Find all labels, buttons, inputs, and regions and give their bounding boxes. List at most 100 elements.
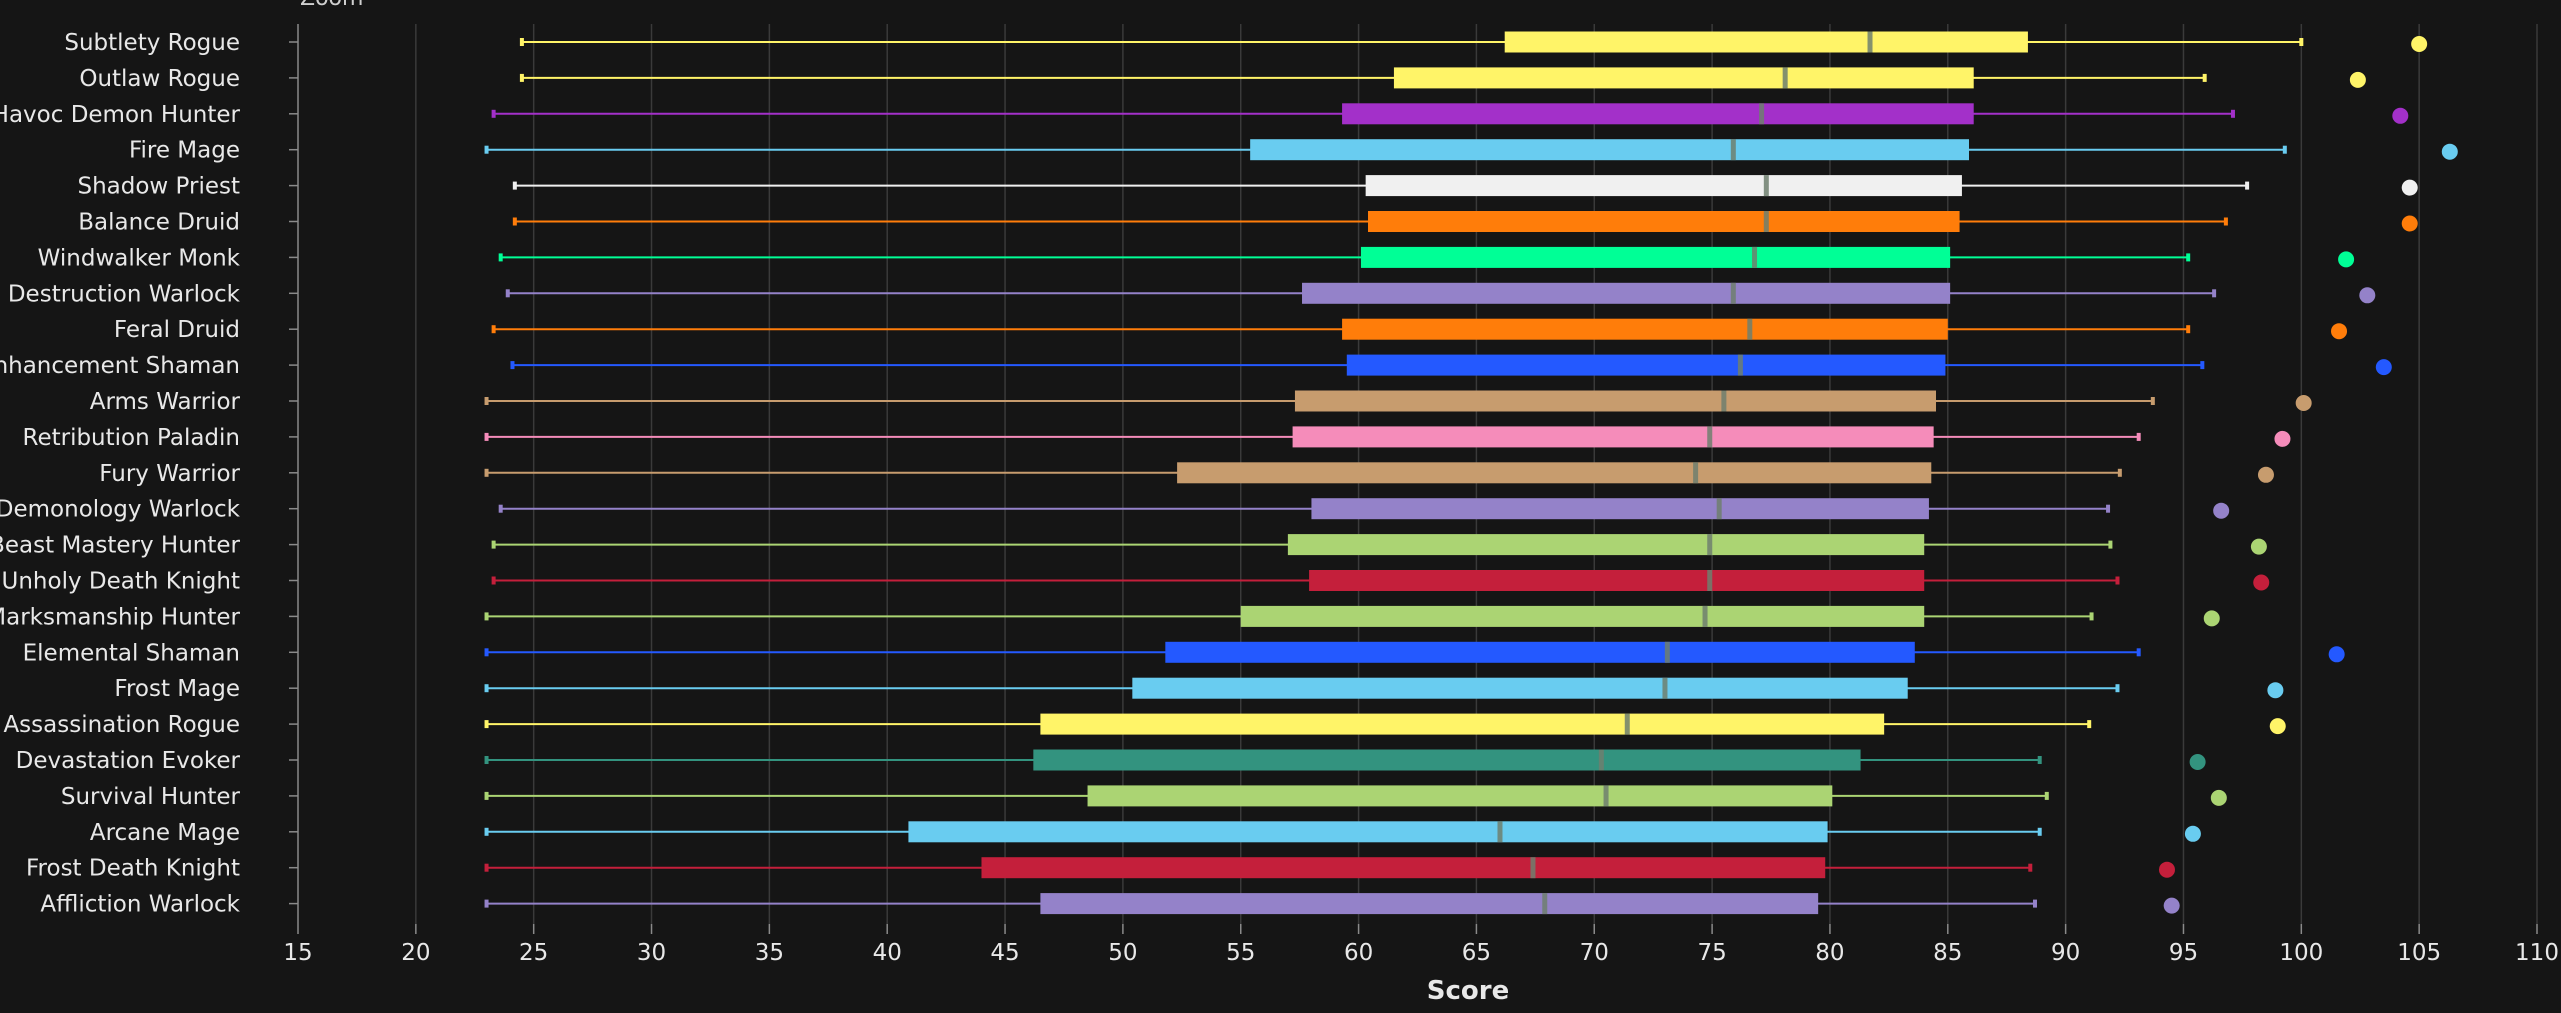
whisker-min-cap xyxy=(484,756,489,764)
outlier-point xyxy=(2411,36,2428,52)
whisker-max-cap xyxy=(2223,217,2228,226)
iqr-box xyxy=(1393,67,1974,89)
whisker-max-cap xyxy=(2037,756,2042,764)
x-tick-label: 40 xyxy=(873,940,902,966)
iqr-box xyxy=(1365,175,1962,197)
y-axis-label: Devastation Evoker xyxy=(16,748,241,774)
x-tick-label: 100 xyxy=(2279,940,2323,966)
y-axis-label: Retribution Paladin xyxy=(23,425,241,451)
whisker-min-cap xyxy=(498,253,503,262)
box-plot-row xyxy=(512,175,2418,197)
x-axis: 15 20 25 30 35 40 45 50 55 60 65 70 75 80 85 90 95 100 105… xyxy=(283,24,2559,966)
outlier-point xyxy=(2213,502,2230,519)
iqr-box xyxy=(1132,677,1908,699)
whisker-min-cap xyxy=(484,827,489,836)
iqr-box xyxy=(1287,534,1925,556)
x-tick-label: 30 xyxy=(637,940,666,966)
median-marker xyxy=(1707,534,1713,556)
whisker-min-cap xyxy=(491,325,496,334)
y-axis-label: Arcane Mage xyxy=(90,820,240,846)
x-tick-label: 95 xyxy=(2169,940,2198,966)
outlier-point xyxy=(2257,466,2274,483)
y-axis-labels: Subtlety Rogue Outlaw Rogue Havoc Demon Hu… xyxy=(0,30,298,918)
iqr-box xyxy=(1087,785,1833,807)
median-marker xyxy=(1664,641,1670,663)
outlier-point xyxy=(2184,825,2201,842)
outlier-point xyxy=(2359,287,2376,304)
y-axis-label: Fire Mage xyxy=(129,138,240,164)
whisker-max-cap xyxy=(2044,791,2049,800)
median-marker xyxy=(1759,103,1765,125)
whisker-max-cap xyxy=(2186,253,2191,262)
whisker-max-cap xyxy=(2136,432,2141,441)
whisker-max-cap xyxy=(2115,576,2120,585)
x-tick-label: 35 xyxy=(755,940,784,966)
whisker-min-cap xyxy=(512,181,517,190)
iqr-box xyxy=(1240,605,1925,627)
box-plot-row xyxy=(484,390,2312,412)
y-axis-label: Frost Death Knight xyxy=(26,856,240,882)
iqr-box xyxy=(1177,462,1932,484)
whisker-max-cap xyxy=(2106,504,2111,513)
box-plot-row xyxy=(498,498,2230,520)
box-plot-row xyxy=(484,641,2345,663)
box-plot-row xyxy=(484,462,2274,484)
iqr-box xyxy=(1368,211,1960,232)
whisker-min-cap xyxy=(519,73,524,82)
zoom-label[interactable]: Zoom xyxy=(300,0,363,11)
whisker-min-cap xyxy=(484,791,489,800)
median-marker xyxy=(1530,857,1536,879)
box-plot-row xyxy=(510,354,2392,376)
y-axis-label: Marksmanship Hunter xyxy=(0,604,241,630)
y-axis-label: Enhancement Shaman xyxy=(0,353,240,379)
outlier-point xyxy=(2163,897,2180,914)
outlier-point xyxy=(2189,754,2206,770)
x-tick-label: 55 xyxy=(1226,940,1255,966)
outlier-point xyxy=(2331,323,2348,340)
whisker-max-cap xyxy=(2032,899,2037,908)
y-axis-label: Havoc Demon Hunter xyxy=(0,102,241,128)
x-tick-label: 105 xyxy=(2397,940,2441,966)
iqr-box xyxy=(1292,426,1934,448)
whisker-max-cap xyxy=(2136,648,2141,657)
y-axis-label: Outlaw Rogue xyxy=(79,66,240,92)
box-plot-row xyxy=(484,785,2227,807)
iqr-box xyxy=(1309,570,1925,591)
whisker-min-cap xyxy=(505,289,510,298)
box-plot-row xyxy=(484,605,2220,627)
box-plot-row xyxy=(491,534,2267,556)
box-plot-row xyxy=(484,713,2286,735)
y-axis-label: Arms Warrior xyxy=(90,389,241,415)
x-tick-label: 25 xyxy=(519,940,548,966)
box-plots xyxy=(484,31,2458,915)
iqr-box xyxy=(1165,641,1915,663)
whisker-min-cap xyxy=(491,540,496,549)
box-plot-row xyxy=(484,821,2201,843)
x-tick-label: 70 xyxy=(1580,940,1609,966)
whisker-min-cap xyxy=(484,145,489,154)
iqr-box xyxy=(908,821,1828,843)
whisker-max-cap xyxy=(2245,181,2250,190)
iqr-box xyxy=(1342,318,1948,340)
outlier-point xyxy=(2441,143,2458,160)
outlier-point xyxy=(2338,251,2355,268)
outlier-point xyxy=(2210,789,2227,806)
whisker-max-cap xyxy=(2108,540,2113,549)
iqr-box xyxy=(1040,893,1819,915)
x-tick-label: 50 xyxy=(1108,940,1137,966)
y-axis-label: Windwalker Monk xyxy=(38,245,241,271)
box-plot-row xyxy=(498,246,2355,268)
y-axis-label: Frost Mage xyxy=(114,676,240,702)
box-plot-row xyxy=(491,570,2270,591)
whisker-max-cap xyxy=(2282,145,2287,154)
iqr-box xyxy=(1360,246,1951,268)
median-marker xyxy=(1497,821,1503,843)
box-plot-row xyxy=(484,426,2291,448)
median-marker xyxy=(1707,570,1713,591)
outlier-point xyxy=(2269,718,2286,735)
whisker-max-cap xyxy=(2230,109,2235,118)
whisker-max-cap xyxy=(2087,720,2092,729)
x-tick-label: 45 xyxy=(990,940,1019,966)
median-marker xyxy=(1693,462,1699,484)
y-axis-label: Destruction Warlock xyxy=(8,281,241,307)
